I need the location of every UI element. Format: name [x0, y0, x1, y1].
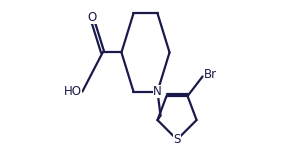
Text: HO: HO: [64, 85, 82, 98]
Text: Br: Br: [204, 69, 217, 82]
Text: O: O: [88, 11, 97, 24]
Text: N: N: [153, 85, 162, 98]
Text: S: S: [173, 133, 181, 146]
